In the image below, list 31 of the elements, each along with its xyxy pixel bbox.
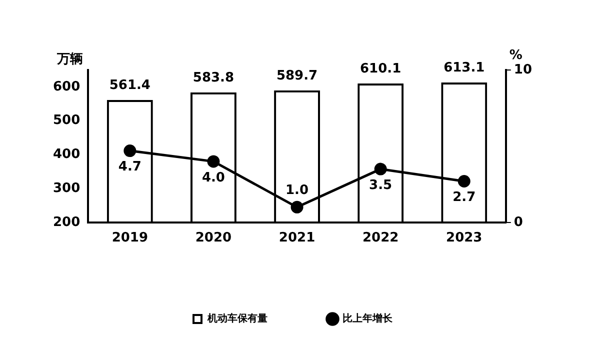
data-label: 561.4 (109, 78, 150, 93)
y2-axis-title: % (509, 48, 522, 63)
data-label: 613.1 (444, 60, 485, 76)
point (207, 155, 220, 168)
data-label: 1.0 (286, 183, 309, 198)
y-tick-label: 500 (52, 113, 80, 128)
y2-tick-label: 0 (514, 214, 523, 230)
point (458, 175, 470, 188)
point (374, 162, 387, 176)
data-label: 610.1 (360, 61, 402, 76)
point (290, 200, 304, 214)
data-label: 3.5 (369, 178, 392, 193)
data-label: 4.7 (118, 160, 142, 175)
y-axis-title: 万辆 (56, 52, 83, 67)
data-label: 589.7 (276, 68, 318, 84)
y-tick-label: 300 (52, 180, 80, 196)
x-tick-label: 2021 (278, 230, 316, 246)
point (124, 144, 136, 158)
y-tick-label: 600 (52, 79, 80, 94)
data-label: 4.0 (202, 170, 225, 186)
y-tick-label: 200 (52, 214, 80, 230)
data-label: 583.8 (192, 70, 234, 86)
x-tick-label: 2022 (362, 230, 399, 246)
y2-tick-label: 10 (514, 62, 532, 78)
x-tick-label: 2020 (195, 230, 232, 246)
x-tick-label: 2019 (112, 230, 148, 246)
x-tick-label: 2023 (446, 230, 482, 246)
y-tick-label: 400 (52, 147, 80, 162)
data-label: 2.7 (452, 190, 476, 206)
legend-label: 比上年增长 (342, 312, 394, 325)
legend-label: 机动车保有量 (206, 312, 268, 325)
